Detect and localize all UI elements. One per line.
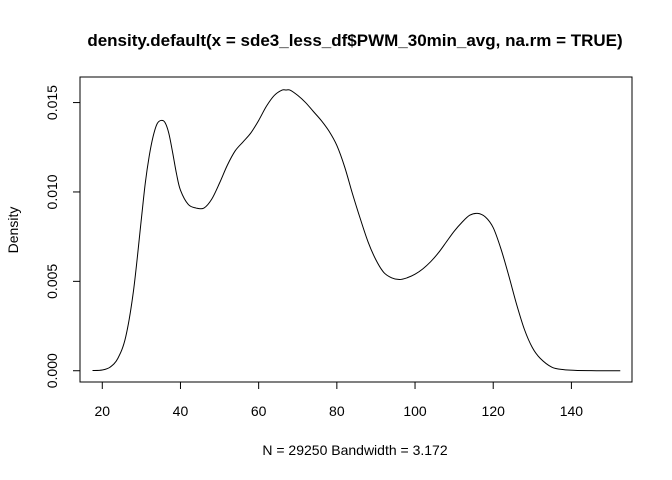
- x-tick-label: 60: [251, 403, 267, 419]
- y-tick-label: 0.005: [44, 264, 60, 299]
- x-axis: 20 40 60 80 100 120 140: [94, 381, 584, 419]
- x-tick-label: 100: [403, 403, 427, 419]
- x-tick-label: 120: [482, 403, 506, 419]
- y-tick-label: 0.010: [44, 174, 60, 209]
- y-tick-label: 0.015: [44, 85, 60, 120]
- x-tick-label: 140: [560, 403, 584, 419]
- x-tick-label: 40: [173, 403, 189, 419]
- x-tick-label: 20: [94, 403, 110, 419]
- plot-area: [92, 89, 621, 372]
- x-axis-label: N = 29250 Bandwidth = 3.172: [262, 442, 447, 458]
- y-axis: 0.000 0.005 0.010 0.015: [44, 85, 81, 388]
- y-tick-label: 0.000: [44, 353, 60, 388]
- y-axis-label: Density: [5, 207, 21, 254]
- chart-title: density.default(x = sde3_less_df$PWM_30m…: [87, 31, 622, 50]
- density-line-0: [92, 89, 621, 372]
- plot-frame: [79, 76, 633, 383]
- x-tick-label: 80: [329, 403, 345, 419]
